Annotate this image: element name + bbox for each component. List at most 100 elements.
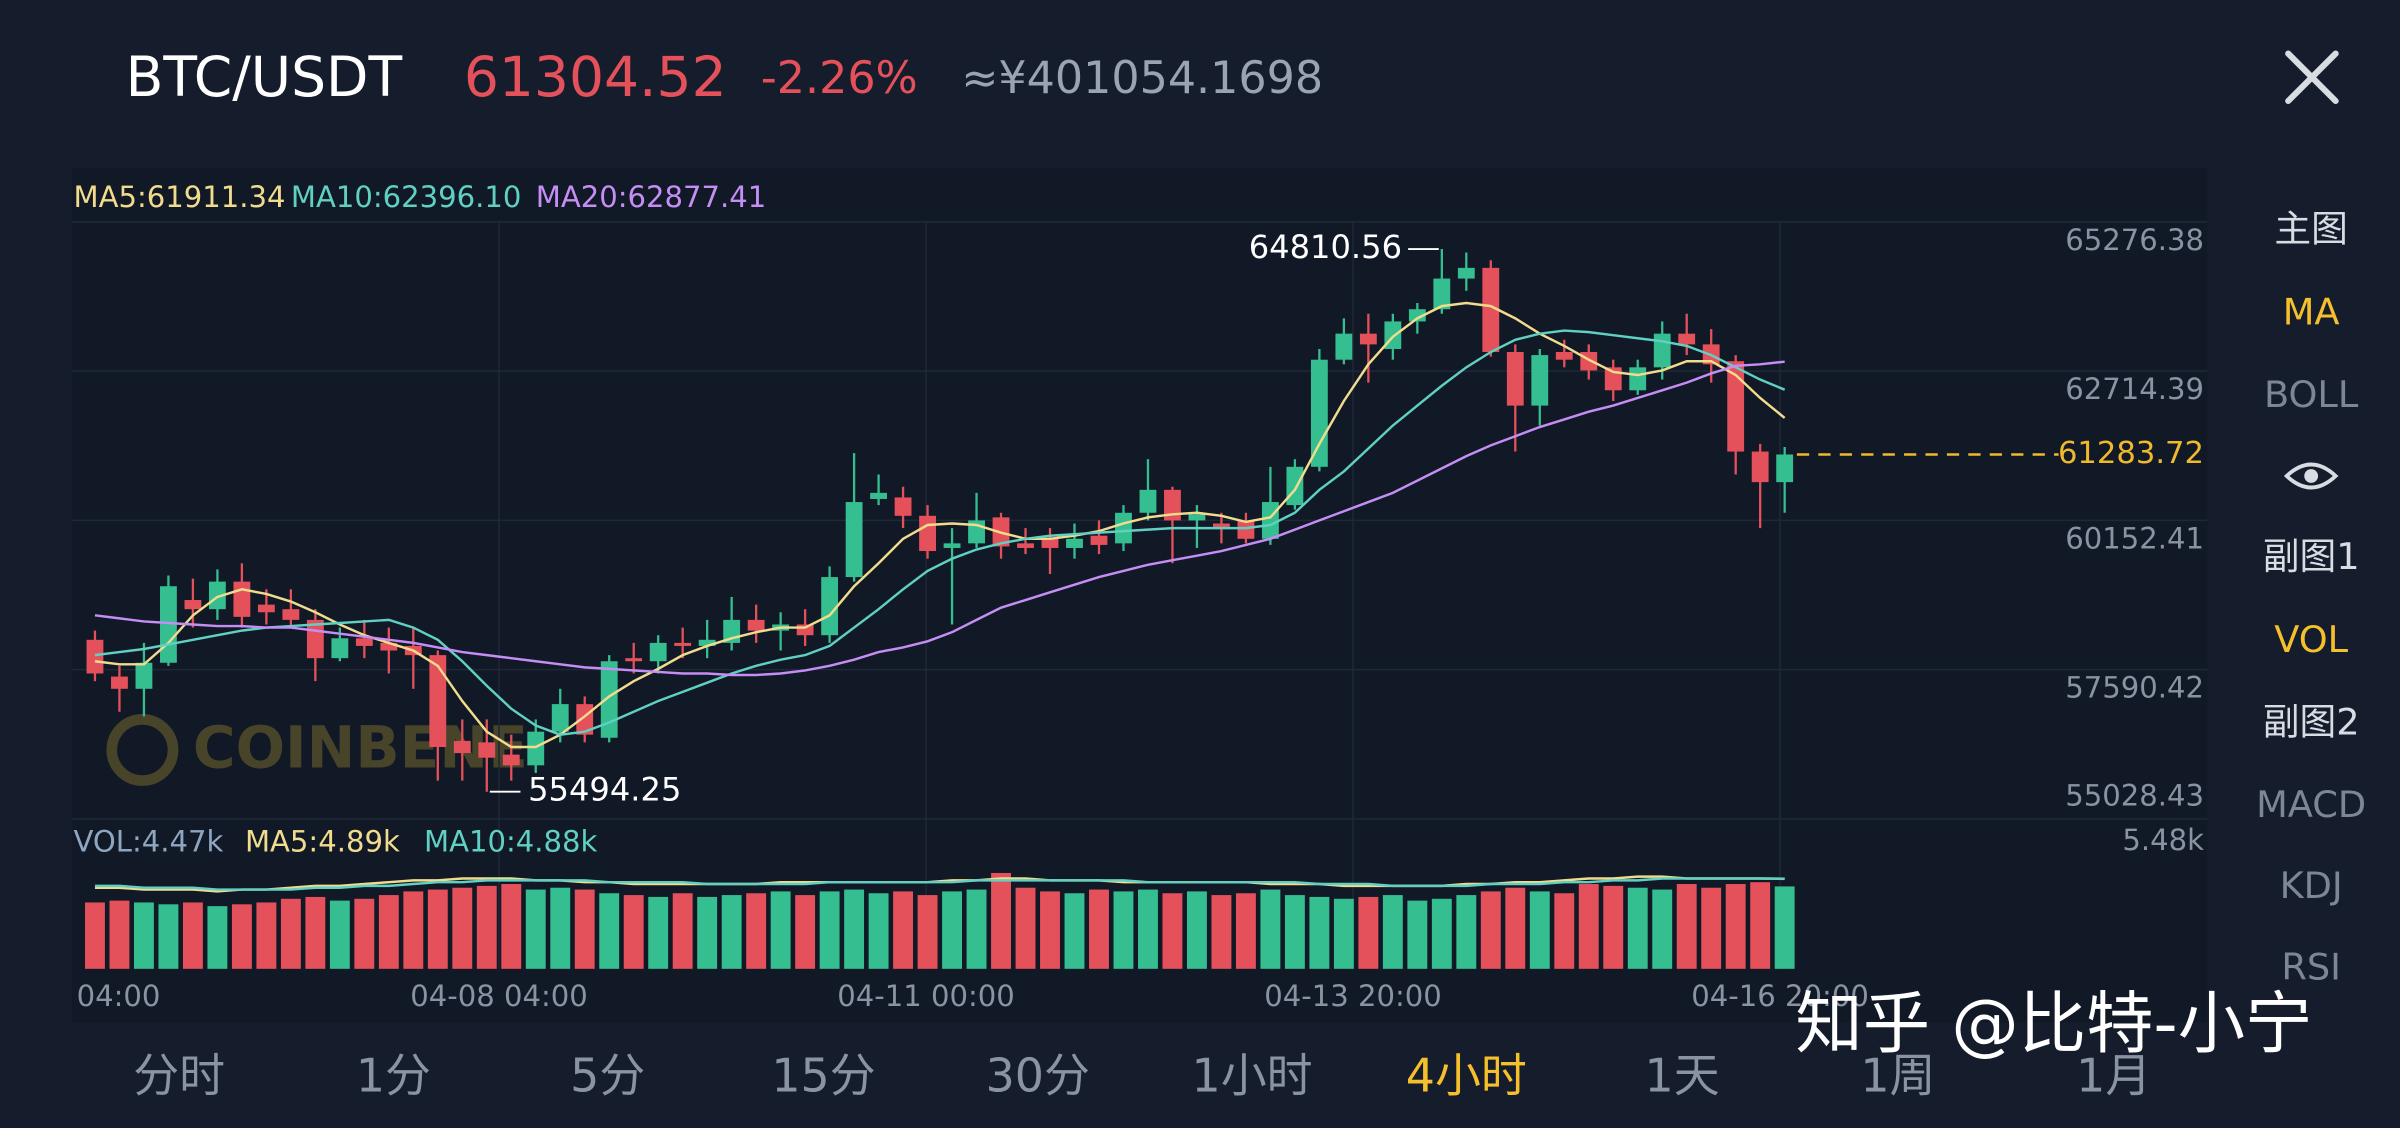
candle-body	[1531, 355, 1549, 406]
volume-bar	[1162, 893, 1183, 969]
side-menu-item[interactable]: RSI	[2281, 945, 2341, 988]
candle-body	[233, 581, 251, 617]
candle-body	[1678, 333, 1696, 345]
volume-bar	[1113, 891, 1134, 969]
volume-bar	[1554, 893, 1575, 969]
candle-body	[747, 619, 765, 631]
side-menu-item[interactable]: 副图1	[2263, 535, 2360, 578]
volume-bar	[158, 904, 179, 969]
timeframe-tab[interactable]: 1天	[1645, 1049, 1720, 1103]
candle-body	[1237, 520, 1255, 539]
volume-bar	[1040, 891, 1060, 969]
volume-bar	[1652, 889, 1673, 969]
timeframe-tab[interactable]: 15分	[771, 1049, 875, 1103]
volume-bar	[231, 904, 252, 969]
candle-body	[1653, 333, 1671, 368]
candle-body	[625, 658, 643, 662]
volume-legend-entry: MA10:4.88k	[424, 824, 598, 858]
candle-body	[796, 624, 814, 636]
candle-body	[184, 600, 202, 610]
candle-body	[1041, 538, 1059, 548]
volume-bar	[1260, 889, 1281, 969]
timeframe-tab[interactable]: 1周	[1860, 1049, 1935, 1103]
eye-icon[interactable]	[2283, 462, 2339, 490]
side-menu-item[interactable]: MA	[2283, 290, 2340, 333]
candle-body	[919, 515, 936, 552]
price: 61304.52	[464, 45, 727, 109]
volume-bar	[427, 889, 448, 969]
volume-bar	[1235, 893, 1256, 969]
y-tick-label: 65276.38	[2065, 223, 2204, 257]
timeframe-tab[interactable]: 4小时	[1406, 1049, 1527, 1103]
side-menu-item[interactable]: KDJ	[2280, 864, 2343, 907]
volume-bar	[893, 891, 914, 969]
candle-body	[527, 731, 545, 766]
candle-body	[1506, 352, 1524, 406]
volume-bar	[1456, 895, 1477, 969]
candle-body	[1188, 514, 1206, 521]
volume-bar	[819, 891, 840, 969]
side-menu-item[interactable]: MACD	[2256, 783, 2366, 826]
side-menu-item[interactable]: VOL	[2274, 618, 2348, 661]
volume-bar	[1701, 887, 1722, 969]
volume-bar	[1505, 887, 1526, 969]
volume-bar	[501, 884, 522, 969]
x-tick-label: 04-13 20:00	[1264, 979, 1442, 1013]
timeframe-tab[interactable]: 1月	[2076, 1049, 2151, 1103]
side-menu-item[interactable]: 主图	[2274, 208, 2347, 251]
side-menu-item[interactable]: BOLL	[2264, 373, 2359, 416]
volume-bar	[648, 896, 669, 969]
close-stroke	[2285, 50, 2339, 105]
candle-body	[1776, 454, 1794, 483]
candle-body	[894, 497, 912, 516]
volume-bar	[256, 902, 277, 969]
volume-bar	[1774, 886, 1795, 969]
legend-entry: MA20:62877.41	[536, 180, 767, 214]
timeframe-tab[interactable]: 30分	[986, 1049, 1090, 1103]
watermark-logo	[106, 713, 179, 786]
candle-body	[1213, 523, 1230, 529]
candle-body	[1727, 361, 1745, 452]
volume-bar	[207, 906, 228, 969]
candle-body	[1555, 352, 1573, 360]
volume-bar	[966, 889, 987, 969]
candle-body	[429, 655, 447, 747]
volume-bar	[329, 900, 350, 969]
volume-bar	[599, 893, 620, 969]
timeframe-tab[interactable]: 1分	[356, 1049, 431, 1103]
candle-body	[821, 577, 839, 636]
candle-body	[478, 742, 496, 758]
candle-body	[1751, 451, 1769, 483]
overlay-watermark: 知乎 @比特-小宁	[1795, 984, 2312, 1063]
volume-bar	[403, 891, 424, 969]
candle-body	[1359, 333, 1377, 345]
candle-body	[943, 543, 961, 548]
volume-bar	[697, 896, 718, 969]
timeframe-tab[interactable]: 1小时	[1192, 1049, 1313, 1103]
volume-bar	[1089, 889, 1109, 969]
side-menu-item[interactable]: 副图2	[2263, 700, 2360, 743]
watermark: COINBENE	[193, 714, 528, 782]
candle-body	[1164, 489, 1181, 521]
volume-bar	[623, 895, 644, 969]
candle-body	[845, 502, 863, 578]
volume-bar	[991, 872, 1011, 969]
volume-ma-line	[94, 877, 1785, 891]
timeframe-tab[interactable]: 分时	[133, 1049, 225, 1103]
close-button[interactable]	[2285, 50, 2339, 105]
volume-bar	[844, 889, 865, 969]
volume-bar	[1627, 887, 1648, 969]
timeframe-tab[interactable]: 5分	[570, 1049, 645, 1103]
volume-bar	[1358, 896, 1379, 969]
volume-bar	[280, 898, 301, 969]
change: -2.26%	[761, 53, 918, 104]
candle-body	[1408, 309, 1426, 322]
candle-body	[257, 604, 275, 613]
volume-bar	[1064, 893, 1085, 969]
volume-bar	[1138, 889, 1158, 969]
x-tick-label: 04-08 04:00	[410, 979, 588, 1013]
volume-bar	[476, 885, 497, 969]
volume-bar	[1284, 895, 1305, 969]
candle-body	[600, 661, 618, 738]
